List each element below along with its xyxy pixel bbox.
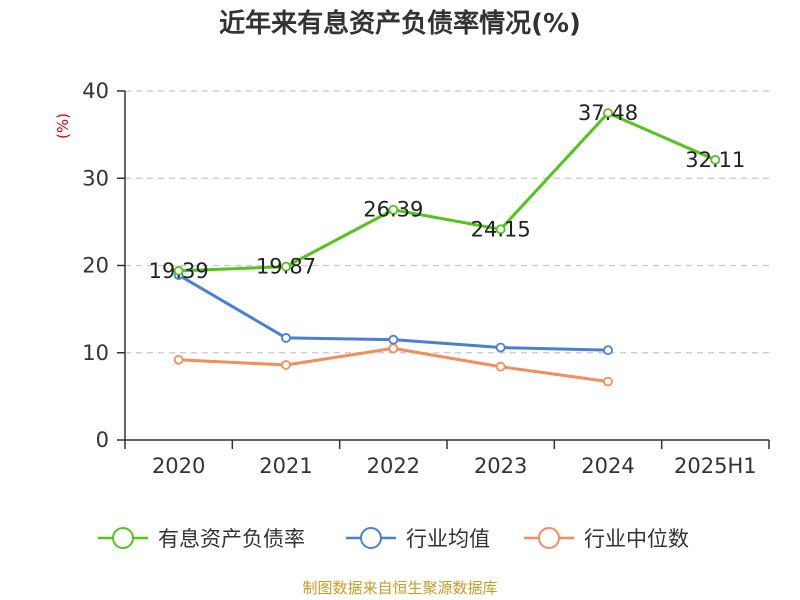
legend-swatch-marker bbox=[360, 527, 382, 549]
data-label: 19.87 bbox=[256, 255, 316, 279]
y-tick-label: 40 bbox=[82, 79, 109, 103]
x-tick-label: 2025H1 bbox=[674, 454, 757, 478]
data-point bbox=[173, 354, 184, 365]
x-tick-label: 2023 bbox=[474, 454, 527, 478]
legend-swatch-marker bbox=[112, 527, 134, 549]
data-label: 32.11 bbox=[685, 148, 745, 172]
y-tick-label: 20 bbox=[82, 254, 109, 278]
data-point bbox=[495, 361, 506, 372]
y-tick-label: 30 bbox=[82, 166, 109, 190]
data-point bbox=[281, 360, 291, 370]
data-label: 37.48 bbox=[578, 101, 638, 125]
series-lines bbox=[173, 108, 721, 387]
x-tick-label: 2024 bbox=[581, 454, 634, 478]
legend-label: 有息资产负债率 bbox=[158, 527, 305, 551]
data-point bbox=[495, 224, 506, 235]
x-tick-label: 2020 bbox=[152, 454, 205, 478]
legend: 有息资产负债率 行业均值 行业中位数 bbox=[98, 527, 689, 551]
source-note: 制图数据来自恒生聚源数据库 bbox=[302, 579, 497, 597]
legend-swatch-marker bbox=[538, 527, 560, 549]
legend-label: 行业中位数 bbox=[584, 527, 689, 551]
data-label: 19.39 bbox=[149, 259, 209, 283]
y-axis-unit-label: (%) bbox=[54, 113, 72, 139]
axes: 0 10 20 30 40 2020 2021 2022 2023 2024 2025H1 bbox=[82, 79, 770, 478]
data-label: 26.39 bbox=[363, 198, 423, 222]
x-tick-label: 2022 bbox=[367, 454, 420, 478]
data-point bbox=[281, 333, 291, 343]
series-line bbox=[178, 111, 716, 273]
data-label: 24.15 bbox=[471, 217, 531, 241]
chart-title: 近年来有息资产负债率情况(%) bbox=[219, 8, 581, 39]
legend-label: 行业均值 bbox=[406, 527, 490, 551]
data-point bbox=[173, 265, 184, 276]
data-point bbox=[603, 345, 613, 356]
x-tick-label: 2021 bbox=[259, 454, 312, 478]
grid-lines bbox=[125, 90, 769, 354]
data-point bbox=[388, 204, 399, 215]
series-line bbox=[178, 346, 609, 384]
data-point bbox=[603, 376, 613, 387]
data-point bbox=[495, 342, 506, 353]
y-tick-label: 0 bbox=[96, 428, 109, 452]
data-labels: 19.39 19.87 26.39 24.15 37.48 32.11 bbox=[149, 101, 746, 283]
data-point bbox=[281, 261, 291, 272]
data-point bbox=[388, 334, 399, 345]
data-point bbox=[603, 108, 613, 118]
y-tick-label: 10 bbox=[82, 341, 109, 365]
data-point bbox=[710, 154, 721, 165]
data-point bbox=[388, 343, 399, 354]
